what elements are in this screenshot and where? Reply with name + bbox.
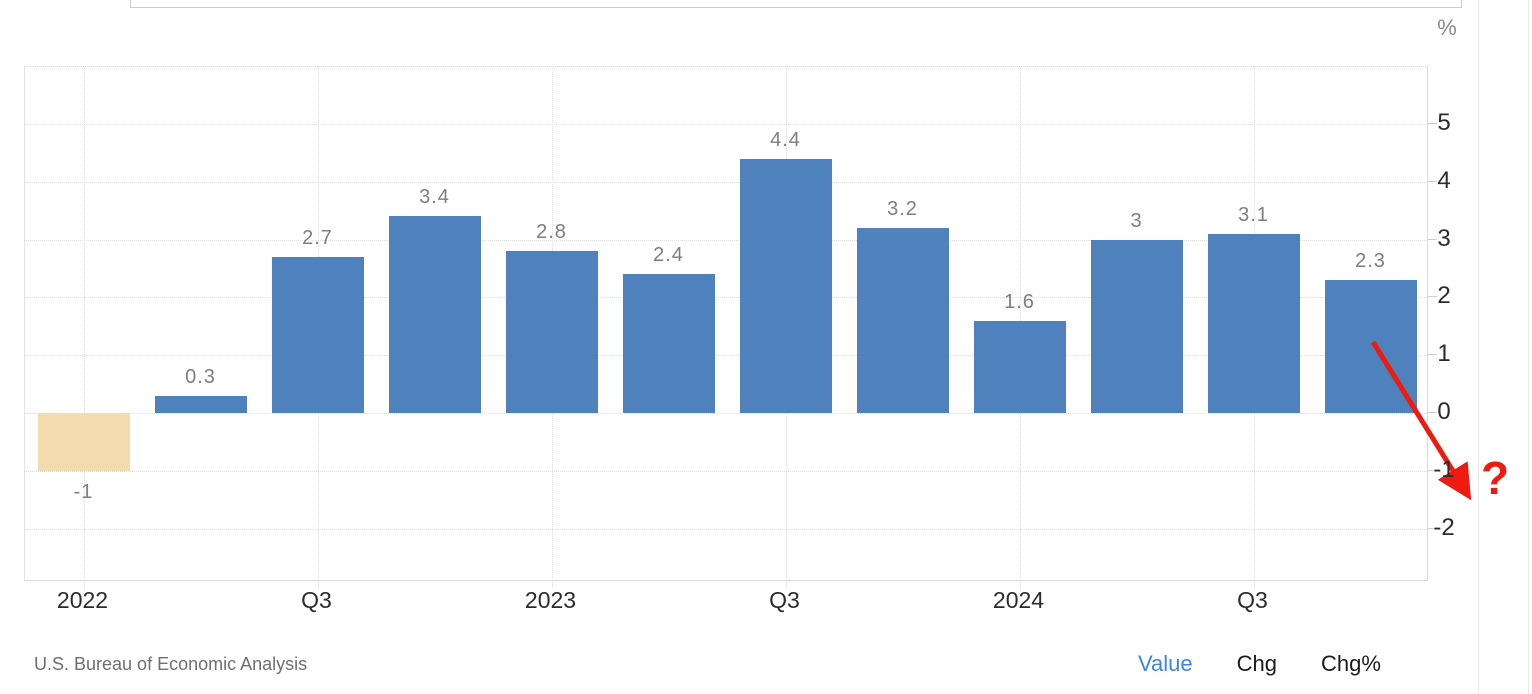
view-option-chgpct[interactable]: Chg% xyxy=(1321,651,1381,676)
y-tick-mark xyxy=(1428,296,1437,298)
question-mark-annotation: ? xyxy=(1480,452,1510,504)
bar-8[interactable] xyxy=(973,320,1066,413)
y-tick-label: 2 xyxy=(1437,282,1451,310)
x-axis-label: 2022 xyxy=(56,587,109,613)
gridline-horizontal xyxy=(25,470,1427,472)
x-axis-label: Q3 xyxy=(769,587,800,613)
view-switcher: Value Chg Chg% xyxy=(1138,651,1381,677)
y-tick-mark xyxy=(1428,469,1437,471)
bar-value-label: 1.6 xyxy=(1004,290,1035,313)
gridline-horizontal xyxy=(25,528,1427,530)
gridline-horizontal xyxy=(25,181,1427,183)
y-axis-unit-label: % xyxy=(1437,15,1457,40)
bar-0[interactable] xyxy=(37,413,130,471)
x-axis-label: 2023 xyxy=(524,587,577,613)
gridline-horizontal xyxy=(25,124,1427,125)
y-tick-label: 1 xyxy=(1437,340,1451,368)
bar-11[interactable] xyxy=(1324,280,1417,413)
bar-10[interactable] xyxy=(1207,233,1300,413)
gridline-horizontal xyxy=(25,297,1427,299)
bar-value-label: 3 xyxy=(1130,209,1143,232)
bar-6[interactable] xyxy=(739,158,832,413)
y-tick-label: 4 xyxy=(1437,166,1451,194)
bar-value-label: 3.2 xyxy=(887,198,918,221)
x-axis-label: Q3 xyxy=(301,587,332,613)
bar-7[interactable] xyxy=(856,228,949,413)
bar-value-label: 0.3 xyxy=(185,365,216,388)
bar-value-label: -1 xyxy=(73,480,94,503)
bar-value-label: 4.4 xyxy=(770,128,801,151)
bar-value-label: 3.1 xyxy=(1238,203,1269,226)
right-edge-divider xyxy=(1528,0,1529,694)
gridline-horizontal xyxy=(25,355,1427,357)
bar-value-label: 2.4 xyxy=(653,244,684,267)
gridline-horizontal xyxy=(25,239,1427,241)
bar-2[interactable] xyxy=(271,256,364,413)
bar-value-label: 2.7 xyxy=(302,226,333,249)
view-option-chg[interactable]: Chg xyxy=(1236,651,1277,676)
bar-1[interactable] xyxy=(154,395,247,413)
source-note: U.S. Bureau of Economic Analysis xyxy=(34,654,308,674)
y-tick-label: -2 xyxy=(1433,513,1455,541)
bar-5[interactable] xyxy=(622,274,715,413)
plot-area: -1 0.3 2.7 3.4 2.8 2.4 4.4 3.2 1.6 3 3.1 2.3 xyxy=(24,66,1428,587)
y-tick-label: 5 xyxy=(1437,109,1451,136)
y-tick-mark xyxy=(1428,412,1437,413)
bar-value-label: 2.3 xyxy=(1355,250,1386,273)
right-panel-divider xyxy=(1478,0,1479,694)
view-option-value[interactable]: Value xyxy=(1138,651,1193,676)
y-tick-mark xyxy=(1428,354,1437,356)
y-tick-label: 3 xyxy=(1437,224,1451,252)
y-tick-mark xyxy=(1428,238,1437,240)
y-tick-mark xyxy=(1428,123,1437,124)
bar-4[interactable] xyxy=(505,251,598,413)
y-tick-label: -1 xyxy=(1433,455,1455,483)
top-cropped-container-border xyxy=(130,0,1462,8)
bar-value-label: 3.4 xyxy=(419,186,450,209)
y-tick-mark xyxy=(1428,180,1437,182)
gridline-horizontal xyxy=(25,413,1427,414)
bar-9[interactable] xyxy=(1090,239,1183,413)
x-axis-label: Q3 xyxy=(1237,587,1268,613)
y-tick-label: 0 xyxy=(1437,398,1451,425)
bar-value-label: 2.8 xyxy=(536,221,567,244)
y-tick-mark xyxy=(1428,527,1437,529)
x-axis-label: 2024 xyxy=(992,587,1045,613)
gridline-vertical xyxy=(83,67,85,587)
bar-3[interactable] xyxy=(388,216,481,413)
